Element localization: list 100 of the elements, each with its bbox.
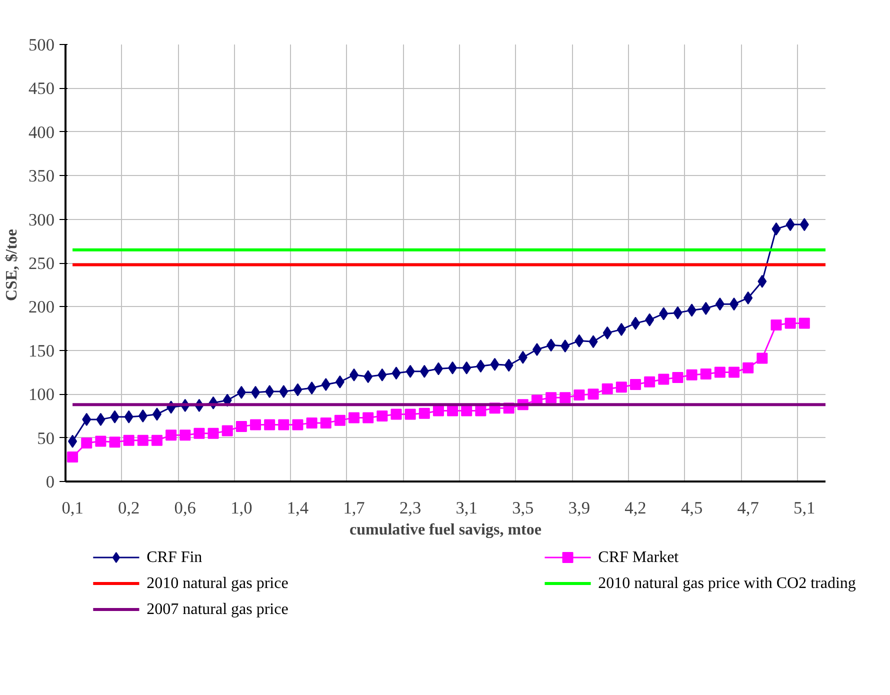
point [798, 318, 810, 329]
point [321, 378, 330, 391]
point [81, 438, 92, 449]
point [152, 408, 162, 421]
point [715, 298, 724, 311]
point [96, 412, 106, 426]
point [461, 405, 472, 416]
point [518, 350, 528, 364]
point [546, 392, 557, 404]
x-tick-label: 2,3 [399, 498, 422, 518]
point [504, 358, 514, 372]
point [686, 369, 698, 380]
point [616, 382, 627, 393]
point [701, 302, 710, 315]
point [786, 218, 795, 232]
point [546, 338, 556, 352]
y-tick-label: 250 [28, 254, 55, 273]
x-tick-label: 3,5 [512, 498, 534, 518]
y-tick-label: 350 [28, 166, 55, 186]
point [110, 410, 120, 424]
point [392, 366, 401, 380]
point [320, 417, 332, 428]
point [292, 419, 304, 430]
point [672, 372, 684, 383]
point [95, 436, 106, 447]
legend-label: 2010 natural gas price [146, 575, 288, 592]
y-axis-title: CSE, $/toe [4, 229, 21, 301]
point [123, 434, 134, 446]
point [616, 322, 626, 336]
point [447, 405, 458, 416]
point [109, 436, 120, 448]
point [644, 376, 656, 388]
point [730, 298, 739, 311]
point [208, 428, 219, 439]
point [68, 434, 78, 448]
legend-label: CRF Fin [146, 549, 202, 566]
point [476, 360, 486, 373]
point [364, 370, 373, 384]
point [784, 318, 796, 329]
point [560, 340, 570, 353]
point [250, 419, 261, 430]
y-tick-label: 100 [28, 385, 55, 404]
point [462, 361, 472, 374]
point [772, 222, 781, 236]
point [700, 368, 712, 380]
point [278, 419, 290, 430]
point [236, 420, 247, 432]
point [420, 364, 429, 378]
legend-label: CRF Market [598, 549, 680, 566]
point [348, 412, 360, 424]
x-tick-label: 0,2 [118, 498, 140, 518]
point [124, 410, 134, 424]
legend-label: 2007 natural gas price [146, 601, 288, 618]
y-tick-label: 50 [37, 428, 54, 448]
point [418, 408, 430, 419]
point [744, 291, 753, 304]
point [138, 409, 148, 422]
y-tick-label: 500 [28, 36, 55, 54]
y-tick-label: 400 [28, 122, 55, 142]
y-tick-label: 450 [28, 79, 55, 98]
point [728, 366, 740, 378]
x-tick-label: 1,4 [286, 498, 309, 518]
point [434, 362, 443, 376]
x-tick-label: 4,2 [624, 498, 646, 518]
point [293, 383, 302, 396]
point [236, 386, 246, 399]
point [265, 384, 274, 398]
point [758, 274, 767, 288]
point [602, 383, 613, 394]
x-tick-label: 5,1 [794, 498, 816, 518]
x-tick-label: 3,9 [568, 498, 590, 518]
point [279, 384, 288, 398]
point [404, 408, 416, 420]
point [588, 388, 599, 400]
point [658, 374, 670, 385]
x-axis-title: cumulative fuel savigs, mtoe [350, 522, 542, 538]
point [602, 326, 612, 340]
point [714, 366, 726, 378]
point [390, 408, 402, 420]
point [448, 361, 458, 374]
legend-label: 2010 natural gas price with CO2 trading [598, 575, 856, 592]
point [770, 320, 782, 331]
point [432, 405, 444, 416]
point [264, 419, 276, 430]
point [166, 430, 177, 441]
point [475, 405, 486, 416]
point [335, 375, 344, 388]
point [659, 307, 668, 320]
point [306, 417, 318, 428]
x-tick-label: 4,7 [737, 498, 760, 518]
x-tick-label: 1,0 [230, 498, 252, 518]
point [406, 364, 415, 378]
x-tick-label: 3,1 [456, 498, 478, 518]
point [194, 428, 205, 439]
point [645, 313, 654, 326]
point [687, 304, 696, 317]
point [350, 368, 359, 382]
point [137, 434, 148, 446]
point [151, 434, 162, 446]
y-tick-label: 200 [28, 298, 55, 317]
